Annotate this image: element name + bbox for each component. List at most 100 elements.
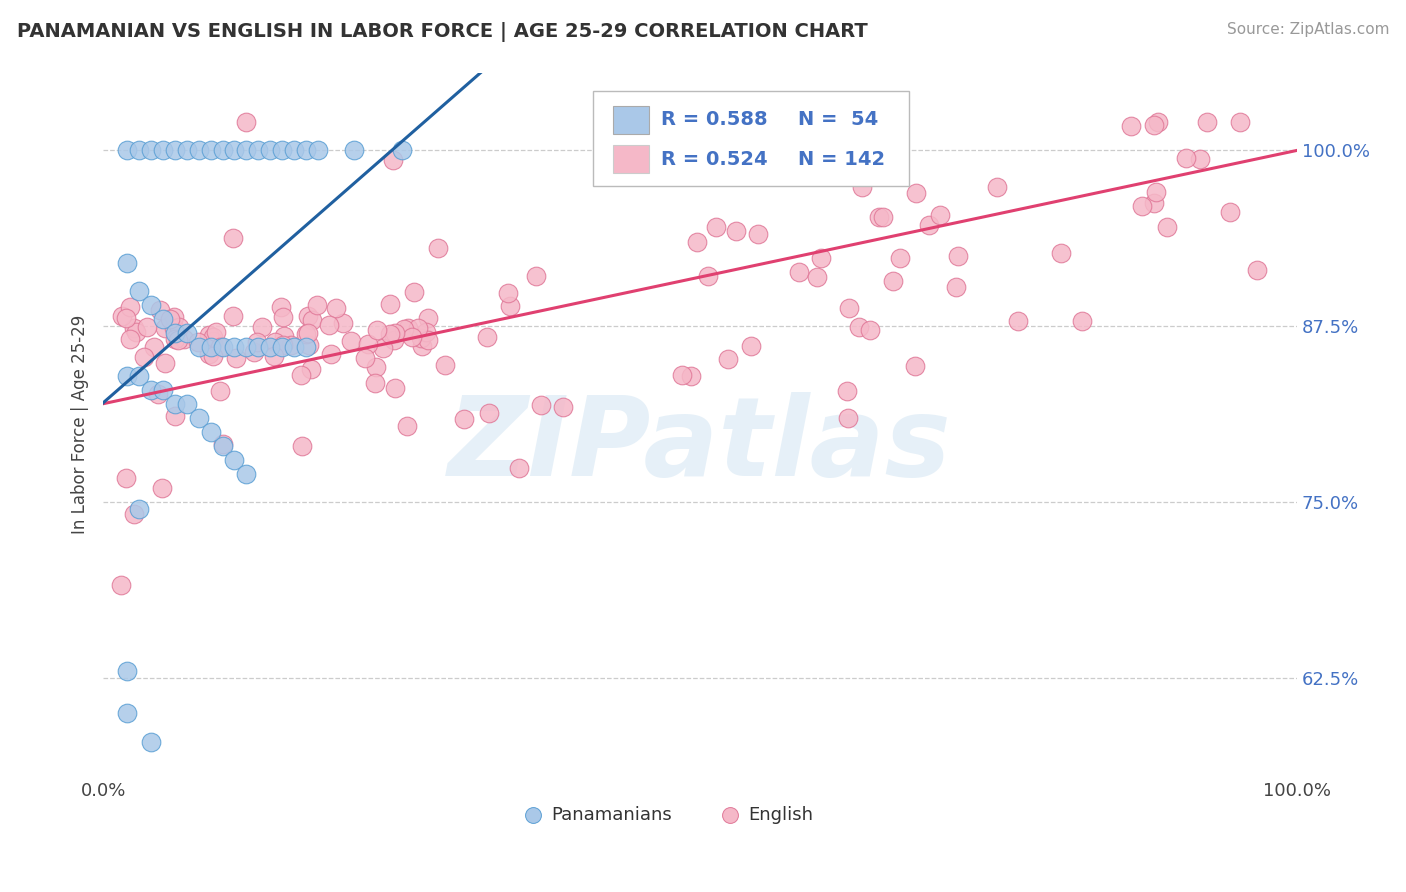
Point: [163, 320, 186, 334]
Point: [204, 325, 226, 339]
Point: [1147, 115, 1170, 129]
Point: [837, 411, 859, 425]
Point: [271, 338, 294, 352]
Point: [364, 359, 387, 374]
Point: [851, 180, 873, 194]
Point: [381, 153, 404, 167]
Text: ZIPatlas: ZIPatlas: [449, 392, 952, 500]
Point: [1071, 313, 1094, 327]
Point: [118, 332, 141, 346]
Point: [208, 384, 231, 398]
Point: [340, 334, 363, 348]
Point: [905, 186, 928, 201]
Point: [235, 144, 257, 158]
Text: Panamanians: Panamanians: [551, 806, 672, 824]
Point: [1246, 263, 1268, 277]
Point: [128, 144, 150, 158]
Point: [221, 231, 243, 245]
Point: [176, 144, 198, 158]
Point: [789, 265, 811, 279]
Point: [115, 664, 138, 678]
Point: [259, 340, 281, 354]
Point: [163, 310, 186, 324]
Point: [406, 321, 429, 335]
Point: [373, 341, 395, 355]
Point: [1007, 314, 1029, 328]
Point: [945, 280, 967, 294]
Point: [948, 249, 970, 263]
Point: [115, 706, 138, 721]
Point: [747, 227, 769, 242]
Text: Source: ZipAtlas.com: Source: ZipAtlas.com: [1226, 22, 1389, 37]
Point: [202, 334, 225, 349]
FancyBboxPatch shape: [593, 91, 910, 186]
Point: [411, 338, 433, 352]
Text: R = 0.524: R = 0.524: [661, 150, 768, 169]
Point: [152, 383, 174, 397]
Point: [283, 144, 305, 158]
Point: [318, 318, 340, 332]
Point: [128, 284, 150, 298]
Point: [187, 335, 209, 350]
Point: [837, 384, 859, 399]
Point: [111, 309, 134, 323]
Point: [246, 335, 269, 350]
Point: [132, 351, 155, 365]
Point: [986, 180, 1008, 194]
Point: [243, 345, 266, 359]
Point: [1132, 199, 1154, 213]
Point: [295, 326, 318, 341]
Point: [235, 115, 257, 129]
Point: [686, 235, 709, 249]
Point: [247, 340, 270, 354]
Point: [167, 334, 190, 348]
FancyBboxPatch shape: [613, 105, 648, 134]
Point: [297, 309, 319, 323]
Point: [1144, 185, 1167, 199]
Point: [810, 251, 832, 265]
Point: [155, 356, 177, 370]
Point: [163, 332, 186, 346]
Point: [806, 269, 828, 284]
Point: [271, 340, 294, 354]
Point: [225, 351, 247, 366]
Point: [697, 268, 720, 283]
Point: [1156, 219, 1178, 234]
Point: [1174, 151, 1197, 165]
Point: [325, 301, 347, 316]
Point: [176, 326, 198, 341]
Point: [201, 349, 224, 363]
Point: [1119, 119, 1142, 133]
Point: [149, 303, 172, 318]
Point: [139, 734, 162, 748]
Point: [150, 481, 173, 495]
Point: [270, 301, 292, 315]
Text: R = 0.588: R = 0.588: [661, 110, 768, 129]
Point: [146, 387, 169, 401]
Point: [250, 320, 273, 334]
Text: PANAMANIAN VS ENGLISH IN LABOR FORCE | AGE 25-29 CORRELATION CHART: PANAMANIAN VS ENGLISH IN LABOR FORCE | A…: [17, 22, 868, 42]
Text: N = 142: N = 142: [799, 150, 886, 169]
Point: [415, 325, 437, 339]
Point: [200, 144, 222, 158]
Point: [384, 381, 406, 395]
Point: [508, 461, 530, 475]
Y-axis label: In Labor Force | Age 25-29: In Labor Force | Age 25-29: [72, 315, 89, 534]
Point: [717, 351, 740, 366]
Point: [392, 322, 415, 336]
Text: English: English: [748, 806, 813, 824]
Point: [928, 208, 950, 222]
Point: [124, 507, 146, 521]
Point: [848, 320, 870, 334]
Point: [416, 333, 439, 347]
Point: [163, 409, 186, 423]
Point: [299, 361, 322, 376]
Point: [187, 410, 209, 425]
Point: [263, 334, 285, 349]
Point: [384, 326, 406, 340]
Point: [128, 368, 150, 383]
Point: [416, 310, 439, 325]
Point: [173, 332, 195, 346]
Point: [152, 312, 174, 326]
Point: [343, 144, 366, 158]
